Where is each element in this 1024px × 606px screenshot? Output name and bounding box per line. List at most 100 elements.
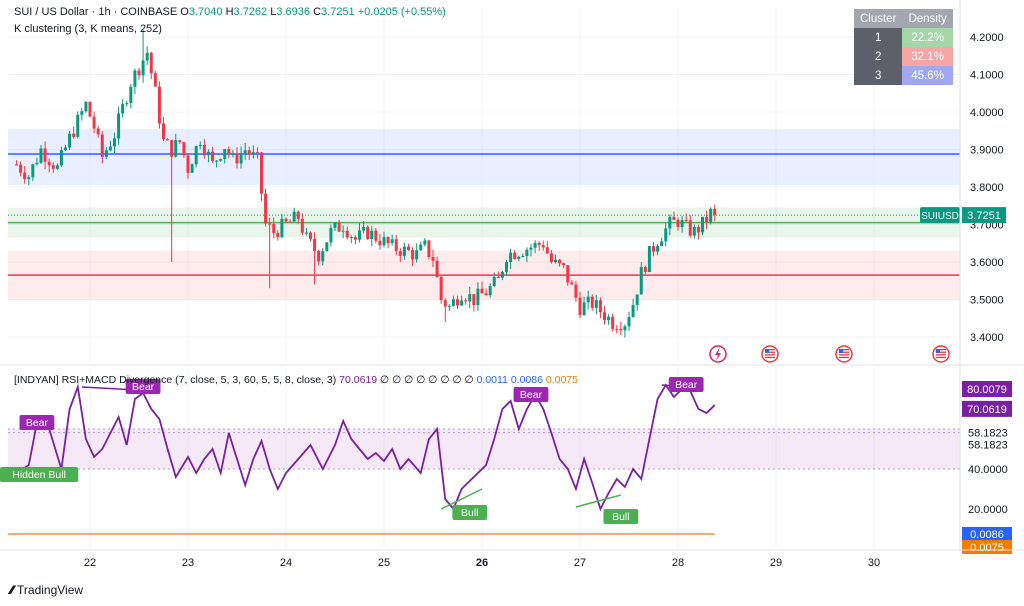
candle: [402, 242, 406, 260]
flag-stripe: [839, 354, 849, 356]
divergence-label-bull: Bull: [603, 509, 639, 524]
candle-body: [594, 300, 598, 308]
candle-body: [27, 177, 31, 180]
symbol-line[interactable]: SUI / US Dollar · 1h · COINBASE: [14, 6, 178, 18]
candle: [688, 215, 692, 238]
candle: [194, 145, 198, 168]
candle: [272, 217, 276, 239]
candle: [284, 217, 288, 224]
candle: [276, 230, 280, 241]
candle-body: [227, 149, 231, 155]
candle-body: [260, 152, 263, 194]
candle: [68, 131, 72, 151]
candle-body: [366, 226, 370, 239]
candle-body: [88, 101, 92, 117]
candle-body: [652, 246, 655, 252]
close-value: 3.7251: [321, 6, 355, 18]
candle: [411, 247, 415, 267]
candle: [643, 265, 647, 275]
candle-body: [529, 247, 533, 250]
candle-body: [129, 86, 133, 104]
candle: [456, 295, 459, 309]
candle: [129, 83, 133, 109]
candle: [47, 158, 51, 173]
candle: [153, 71, 157, 87]
osc-value-badge-text: 80.0079: [967, 384, 1007, 396]
candle-body: [362, 226, 366, 231]
candle-body: [280, 218, 284, 238]
candle-body: [415, 250, 419, 260]
candle-body: [202, 144, 206, 156]
tradingview-logo[interactable]: ⁄⁄⁄ TradingView: [10, 583, 83, 597]
candle-body: [162, 123, 165, 140]
cluster-id: 3: [854, 66, 903, 85]
candle-body: [31, 164, 35, 178]
candle: [476, 282, 480, 311]
flag-stripe: [936, 351, 946, 353]
tradingview-mark-icon: ⁄⁄⁄: [10, 583, 14, 597]
high-value: 3.7262: [233, 6, 268, 18]
macd-value-badge: [962, 527, 1012, 541]
candle: [198, 141, 202, 150]
candle-body: [104, 150, 108, 158]
divergence-label-bear: Bear: [668, 377, 704, 392]
candle-body: [121, 104, 125, 114]
candle-body: [100, 134, 104, 158]
candle: [500, 271, 504, 281]
candle: [594, 294, 598, 315]
candle: [108, 140, 112, 152]
candle-body: [611, 316, 615, 329]
candle: [472, 294, 476, 312]
oscillator-name: [INDYAN] RSI+MACD Divergence (7, close, …: [14, 374, 337, 386]
oscillator-legend[interactable]: [INDYAN] RSI+MACD Divergence (7, close, …: [14, 374, 578, 386]
candle-body: [407, 246, 410, 251]
density-header: Density: [902, 9, 953, 28]
candle: [31, 163, 35, 181]
last-price-badge: [962, 207, 1006, 224]
candle-body: [709, 208, 713, 223]
candle: [394, 235, 398, 256]
candle-body: [668, 216, 672, 229]
cluster-id: 1: [854, 28, 903, 47]
candle: [439, 275, 443, 304]
candle: [492, 272, 496, 288]
osc-tick-label: 58.1823: [968, 428, 1008, 440]
candle-body: [598, 300, 602, 313]
candle: [586, 290, 590, 310]
candle-body: [194, 146, 198, 165]
candle-body: [496, 276, 500, 278]
lightning-icon: [709, 345, 727, 363]
candle-body: [480, 288, 484, 294]
time-tick-label: 24: [280, 557, 292, 569]
rsi-line: [16, 383, 716, 512]
candle-body: [96, 128, 100, 135]
candle: [668, 214, 672, 236]
candle: [386, 236, 390, 249]
candle-body: [292, 211, 296, 222]
divergence-label-bear: Bear: [513, 387, 549, 402]
price-tick-label: 3.8000: [970, 182, 1004, 194]
divergence-line-bull: [575, 494, 622, 508]
us-flag-icon-ring: [835, 345, 853, 363]
candle: [676, 217, 680, 231]
candle: [72, 126, 76, 139]
candle-body: [607, 316, 611, 321]
candle: [607, 314, 611, 325]
candle: [558, 258, 562, 267]
candle: [509, 248, 513, 270]
macd-value-badge-text: 0.0086: [970, 529, 1004, 541]
candle-body: [566, 265, 570, 283]
candle-body: [231, 153, 235, 155]
candle: [537, 240, 541, 251]
candle: [55, 163, 59, 171]
candle-body: [676, 219, 680, 227]
candle-body: [84, 101, 88, 112]
indicator-legend[interactable]: K clustering (3, K means, 252): [14, 23, 162, 35]
candle: [64, 144, 67, 152]
candle-body: [358, 230, 361, 240]
candle: [345, 226, 349, 240]
candle: [696, 224, 700, 240]
flag-stripe: [839, 351, 849, 353]
candle: [488, 283, 492, 298]
